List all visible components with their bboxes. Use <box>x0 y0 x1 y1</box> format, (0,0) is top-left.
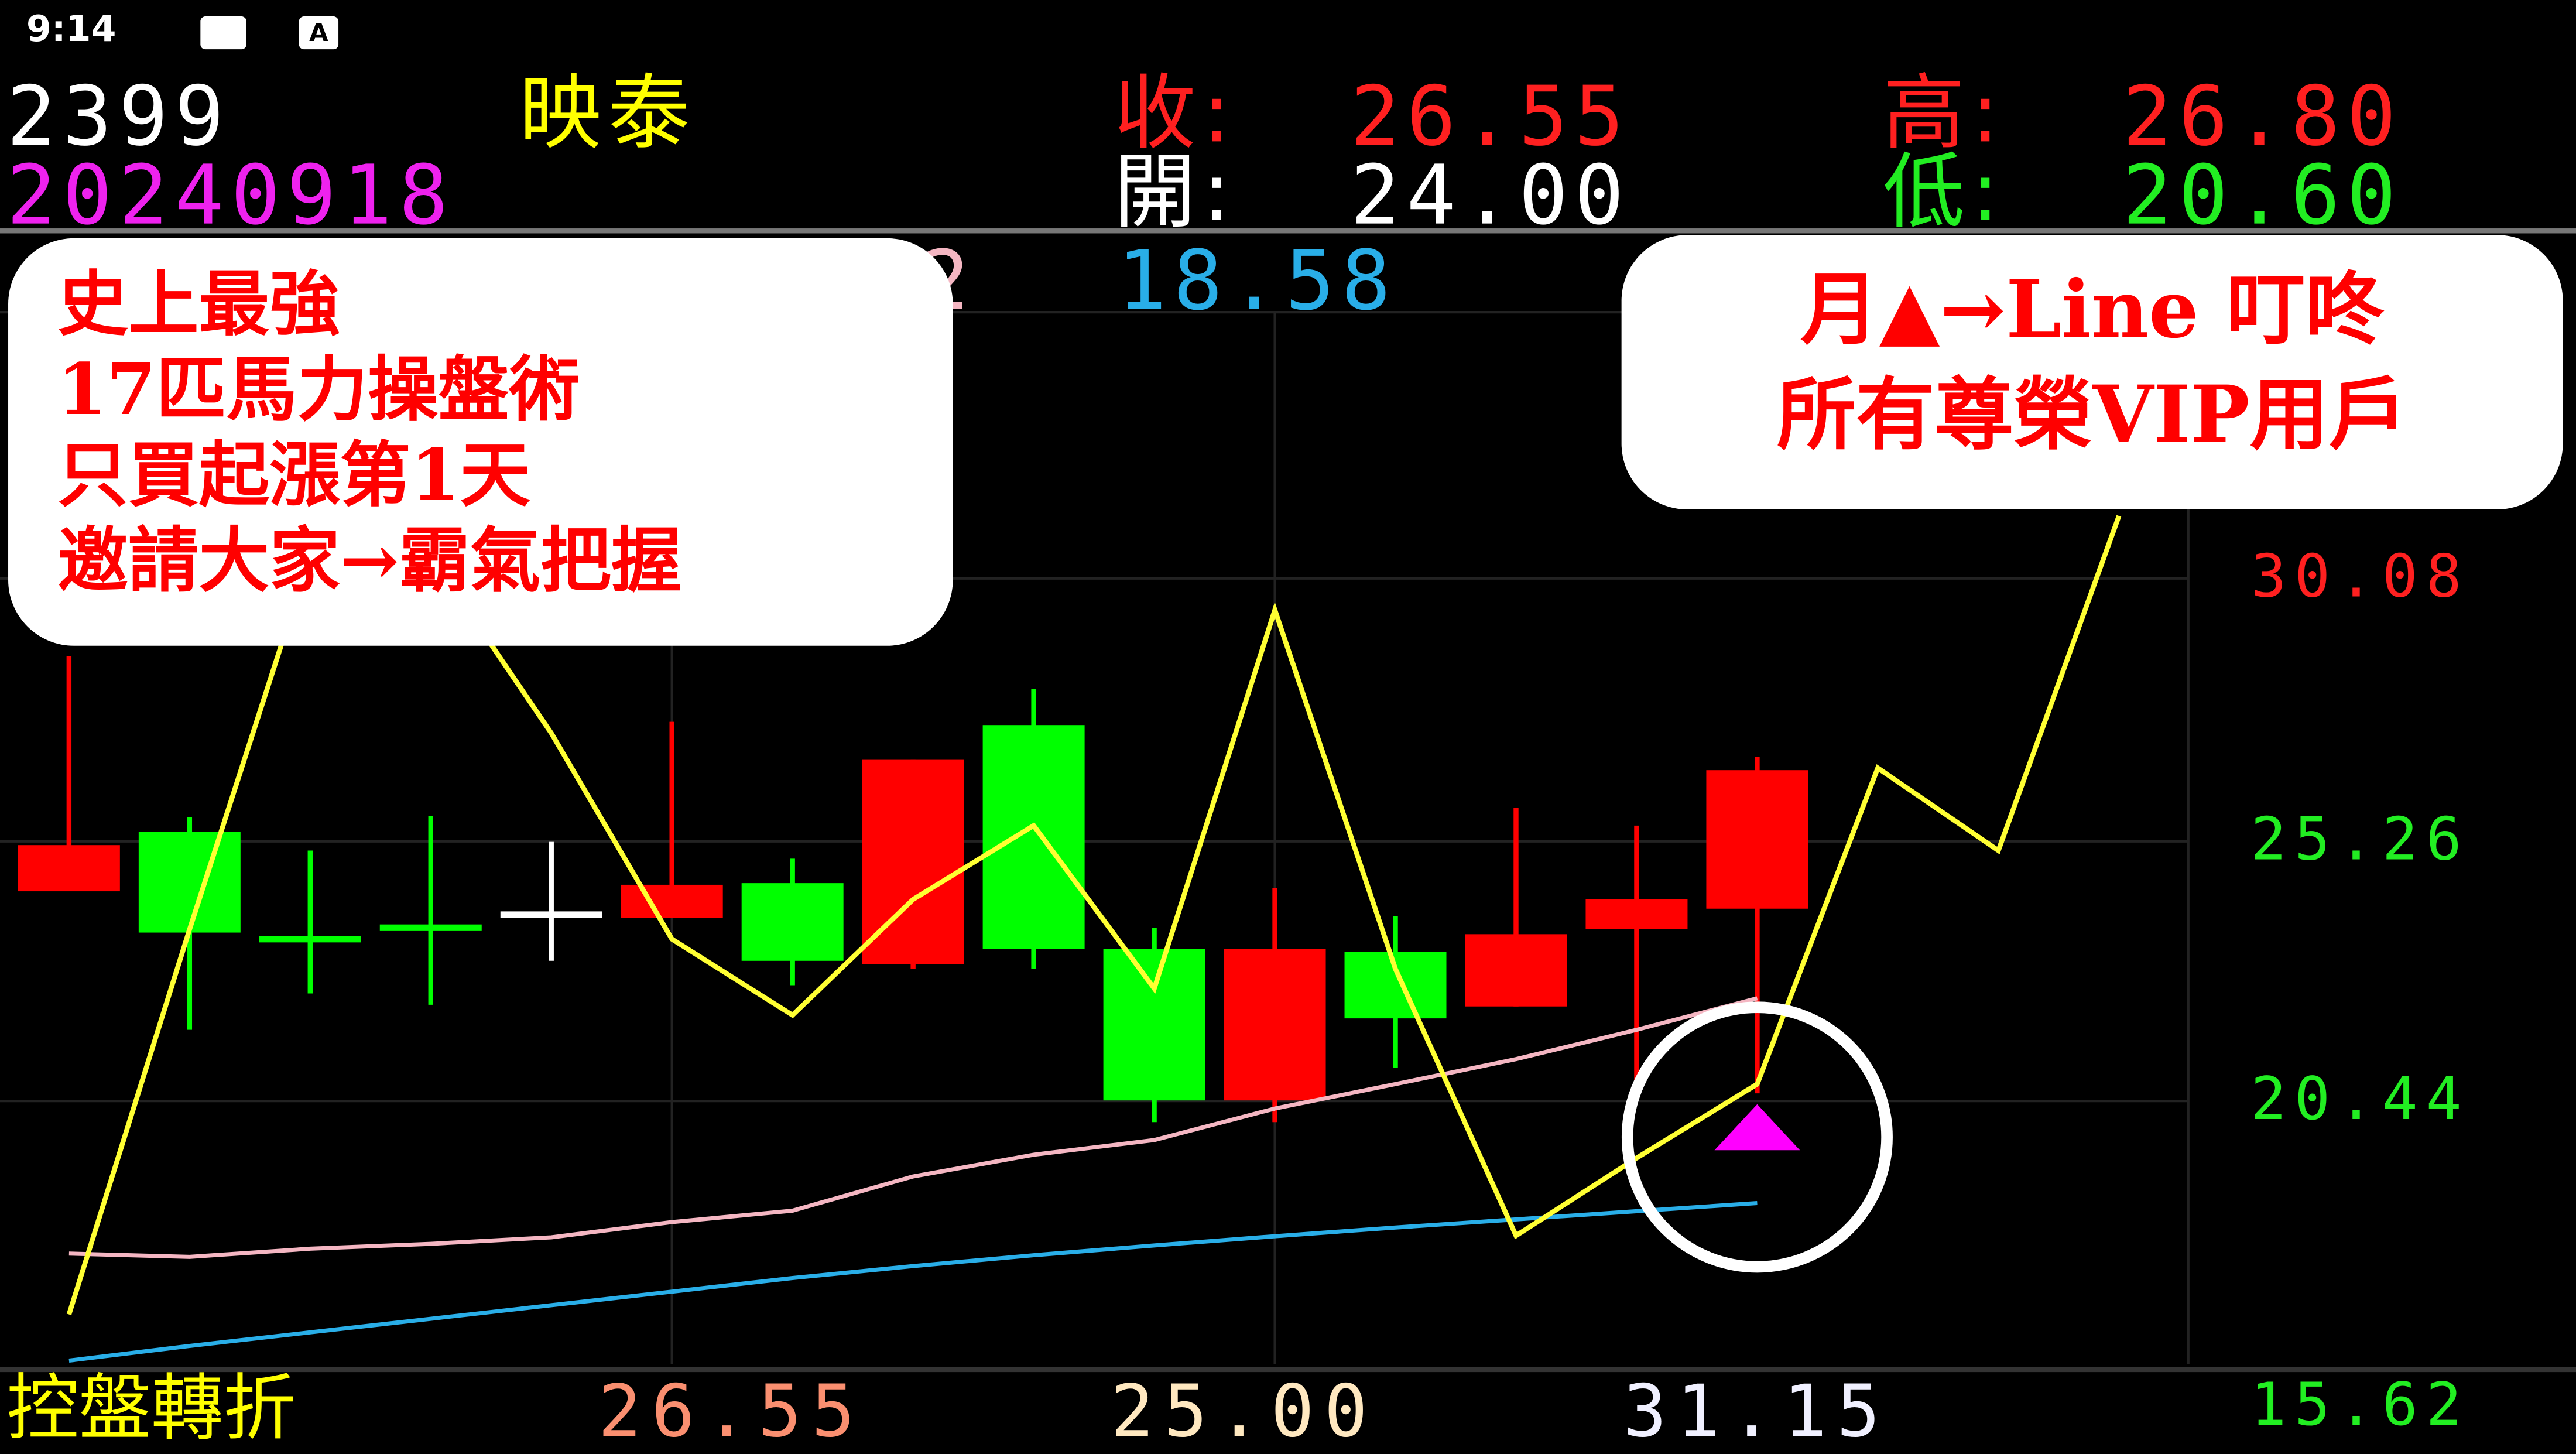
footer-value-2: 25.00 <box>1110 1370 1378 1454</box>
date: 20240918 <box>6 148 455 244</box>
promo-line: 17匹馬力操盤術 <box>57 350 580 433</box>
status-time: 9:14 <box>26 9 117 51</box>
footer-title: 控盤轉折 <box>6 1367 296 1451</box>
candle-body <box>1706 770 1808 909</box>
candle-body <box>1465 934 1567 1007</box>
image-icon <box>200 16 246 50</box>
candle-body <box>259 936 361 943</box>
promo-box-left: 史上最強 17匹馬力操盤術 只買起漲第1天 邀請大家→霸氣把握 <box>8 238 953 646</box>
promo-line: 所有尊榮VIP用戶 <box>1777 370 2408 462</box>
stock-code: 2399 <box>6 69 231 165</box>
candle-body <box>138 832 241 933</box>
a-icon: A <box>299 16 339 50</box>
blue-ma-line <box>68 1201 1758 1363</box>
open-label: 開: <box>1114 144 1237 240</box>
footer-divider <box>0 1367 2576 1373</box>
axis-label: 20.44 <box>2250 1066 2470 1134</box>
candle-body <box>18 845 120 892</box>
high-value: 26.80 <box>2122 69 2403 165</box>
promo-line: 邀請大家→霸氣把握 <box>57 521 682 603</box>
candle-body <box>621 884 723 918</box>
highlight-circle <box>1621 1001 1893 1273</box>
high-label: 高: <box>1882 66 2006 161</box>
header-divider <box>0 228 2576 234</box>
close-label: 收: <box>1114 66 1237 161</box>
pink-ma-line <box>68 996 1758 1259</box>
promo-line: 只買起漲第1天 <box>57 435 531 518</box>
close-value: 26.55 <box>1350 69 1631 165</box>
open-value: 24.00 <box>1350 148 1631 244</box>
up-triangle-signal-icon <box>1714 1104 1800 1151</box>
low-value: 20.60 <box>2122 148 2403 244</box>
axis-label: 15.62 <box>2250 1372 2470 1440</box>
promo-line: 史上最強 <box>57 264 340 347</box>
footer-value-3: 31.15 <box>1623 1370 1890 1454</box>
promo-line: 月▲→Line 叮咚 <box>1800 264 2385 357</box>
candle-body <box>741 883 844 961</box>
candle-body <box>379 924 482 931</box>
axis-label: 30.08 <box>2250 543 2470 611</box>
candle-body <box>982 725 1085 949</box>
candle-body <box>1103 949 1205 1101</box>
promo-box-right: 月▲→Line 叮咚 所有尊榮VIP用戶 <box>1621 235 2563 509</box>
stock-name: 映泰 <box>519 66 697 161</box>
axis-label: 25.26 <box>2250 806 2470 874</box>
low-label: 低: <box>1882 144 2006 240</box>
candle-body <box>500 911 602 918</box>
candle-body <box>1585 899 1688 929</box>
ma-blue-value: 18.58 <box>1117 233 1397 329</box>
footer-value-1: 26.55 <box>598 1370 865 1454</box>
candle-body <box>1224 949 1326 1101</box>
